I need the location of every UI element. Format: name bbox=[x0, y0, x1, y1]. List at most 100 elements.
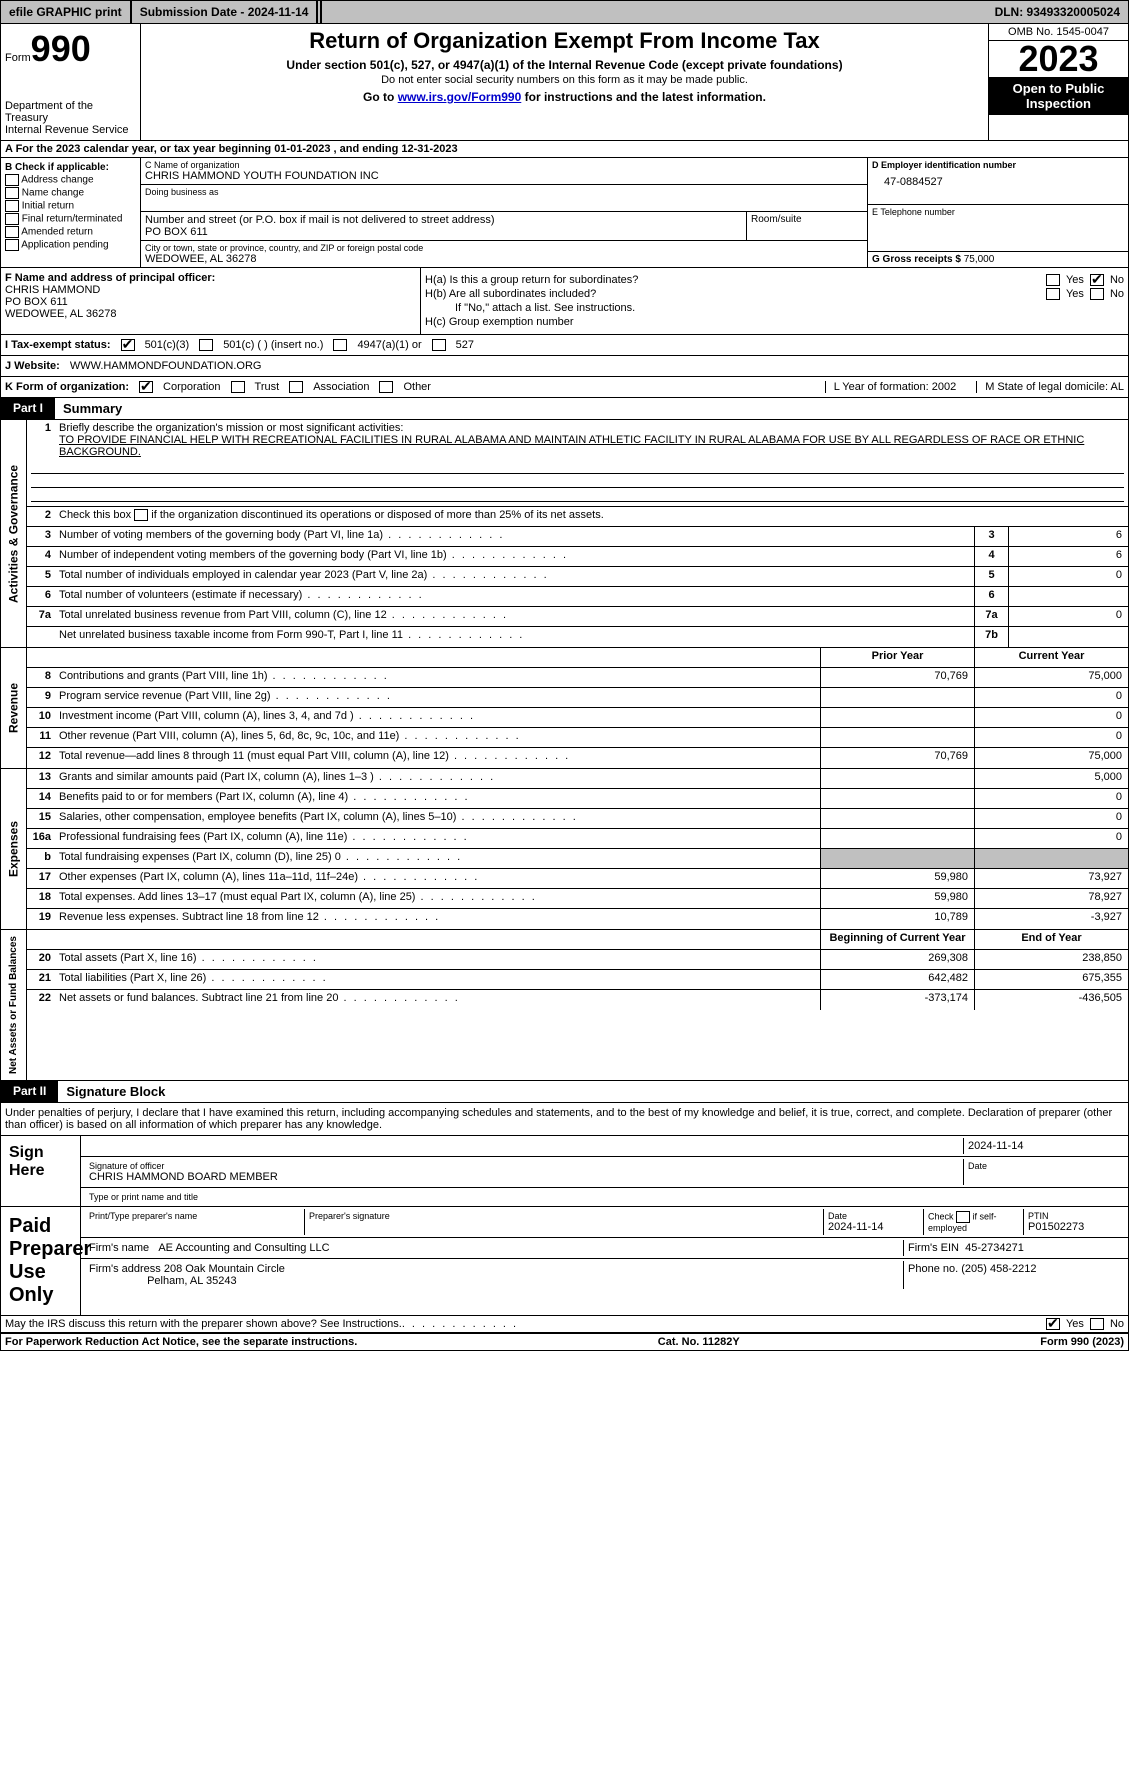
line-text: Revenue less expenses. Subtract line 18 … bbox=[55, 909, 820, 929]
hb-note: If "No," attach a list. See instructions… bbox=[425, 302, 1124, 314]
line-box-num: 4 bbox=[974, 547, 1008, 566]
line-num: 4 bbox=[27, 547, 55, 566]
line-box-num: 3 bbox=[974, 527, 1008, 546]
type-name-label: Type or print name and title bbox=[89, 1192, 1120, 1202]
form-year-block: OMB No. 1545-0047 2023 Open to Public In… bbox=[988, 24, 1128, 140]
summary-row: 4 Number of independent voting members o… bbox=[27, 547, 1128, 567]
chk-4947[interactable] bbox=[333, 339, 347, 351]
form-title: Return of Organization Exempt From Incom… bbox=[145, 28, 984, 54]
row-a-tax-year: A For the 2023 calendar year, or tax yea… bbox=[0, 141, 1129, 158]
line-num: 16a bbox=[27, 829, 55, 848]
prep-sig-label: Preparer's signature bbox=[309, 1211, 819, 1221]
summary-row: 13 Grants and similar amounts paid (Part… bbox=[27, 769, 1128, 789]
officer-signature-cell[interactable] bbox=[85, 1138, 964, 1154]
line-num: 9 bbox=[27, 688, 55, 707]
chk-application-pending[interactable]: Application pending bbox=[5, 239, 136, 251]
form-subtitle-2: Do not enter social security numbers on … bbox=[145, 74, 984, 86]
line-num bbox=[27, 627, 55, 647]
summary-row: Net unrelated business taxable income fr… bbox=[27, 627, 1128, 647]
chk-initial-return[interactable]: Initial return bbox=[5, 200, 136, 212]
part-1-title: Summary bbox=[55, 398, 130, 419]
firm-ein-label: Firm's EIN bbox=[908, 1242, 959, 1254]
form-subtitle-3: Go to www.irs.gov/Form990 for instructio… bbox=[145, 90, 984, 104]
firm-addr-label: Firm's address bbox=[89, 1263, 161, 1275]
line-text: Number of independent voting members of … bbox=[55, 547, 974, 566]
prior-year-val: 70,769 bbox=[820, 748, 974, 768]
summary-row: 15 Salaries, other compensation, employe… bbox=[27, 809, 1128, 829]
prep-date-label: Date bbox=[828, 1211, 919, 1221]
current-year-val: 73,927 bbox=[974, 869, 1128, 888]
line-num: 12 bbox=[27, 748, 55, 768]
may-discuss-text: May the IRS discuss this return with the… bbox=[5, 1318, 402, 1330]
ha-yes-checkbox[interactable] bbox=[1046, 274, 1060, 286]
chk-address-change[interactable]: Address change bbox=[5, 174, 136, 186]
ha-no-checkbox[interactable] bbox=[1090, 274, 1104, 286]
line-text: Total fundraising expenses (Part IX, col… bbox=[55, 849, 820, 868]
summary-activities-governance: Activities & Governance 1 Briefly descri… bbox=[0, 420, 1129, 648]
ein-label: D Employer identification number bbox=[872, 160, 1016, 170]
line-box-num: 5 bbox=[974, 567, 1008, 586]
line-2-num: 2 bbox=[27, 507, 55, 526]
prior-year-val bbox=[820, 849, 974, 868]
vtab-revenue: Revenue bbox=[1, 648, 27, 768]
firm-addr1: 208 Oak Mountain Circle bbox=[164, 1263, 285, 1275]
street-label: Number and street (or P.O. box if mail i… bbox=[145, 214, 742, 226]
officer-addr2: WEDOWEE, AL 36278 bbox=[5, 308, 116, 320]
hc-label: H(c) Group exemption number bbox=[425, 316, 1124, 328]
col-begin-year: Beginning of Current Year bbox=[820, 930, 974, 949]
efile-print-button[interactable]: efile GRAPHIC print bbox=[1, 1, 132, 23]
prior-year-val bbox=[820, 769, 974, 788]
col-current-year: Current Year bbox=[974, 648, 1128, 667]
line-1-num: 1 bbox=[27, 420, 55, 460]
chk-line-2[interactable] bbox=[134, 509, 148, 521]
prior-year-val: 59,980 bbox=[820, 889, 974, 908]
chk-name-change[interactable]: Name change bbox=[5, 187, 136, 199]
prior-year-val bbox=[820, 789, 974, 808]
summary-row: 12 Total revenue—add lines 8 through 11 … bbox=[27, 748, 1128, 768]
line-num: 19 bbox=[27, 909, 55, 929]
form-id-block: Form990 Department of the Treasury Inter… bbox=[1, 24, 141, 140]
prep-date: 2024-11-14 bbox=[828, 1221, 883, 1233]
current-year-val: 0 bbox=[974, 789, 1128, 808]
current-year-val: 0 bbox=[974, 809, 1128, 828]
irs-label: Internal Revenue Service bbox=[5, 124, 136, 136]
firm-addr2: Pelham, AL 35243 bbox=[147, 1275, 237, 1287]
officer-addr1: PO BOX 611 bbox=[5, 296, 68, 308]
may-no-checkbox[interactable] bbox=[1090, 1318, 1104, 1330]
current-year-val: 0 bbox=[974, 829, 1128, 848]
current-year-val: 0 bbox=[974, 708, 1128, 727]
form-footer-label: Form 990 (2023) bbox=[1040, 1336, 1124, 1348]
chk-final-return[interactable]: Final return/terminated bbox=[5, 213, 136, 225]
prior-year-val: 70,769 bbox=[820, 668, 974, 687]
irs-link[interactable]: www.irs.gov/Form990 bbox=[398, 90, 522, 104]
gross-receipts-value: 75,000 bbox=[964, 254, 995, 265]
chk-trust[interactable] bbox=[231, 381, 245, 393]
chk-501c3[interactable] bbox=[121, 339, 135, 351]
chk-corporation[interactable] bbox=[139, 381, 153, 393]
line-text: Contributions and grants (Part VIII, lin… bbox=[55, 668, 820, 687]
chk-self-employed[interactable] bbox=[956, 1211, 970, 1223]
box-c-through-g: C Name of organization CHRIS HAMMOND YOU… bbox=[141, 158, 1128, 267]
col-prior-year: Prior Year bbox=[820, 648, 974, 667]
line-text: Program service revenue (Part VIII, line… bbox=[55, 688, 820, 707]
hb-no-checkbox[interactable] bbox=[1090, 288, 1104, 300]
line-1-label: Briefly describe the organization's miss… bbox=[59, 422, 403, 434]
line-num: 6 bbox=[27, 587, 55, 606]
chk-501c[interactable] bbox=[199, 339, 213, 351]
ein-value: 47-0884527 bbox=[872, 170, 1124, 188]
org-name: CHRIS HAMMOND YOUTH FOUNDATION INC bbox=[145, 170, 863, 182]
chk-association[interactable] bbox=[289, 381, 303, 393]
city-label: City or town, state or province, country… bbox=[145, 243, 863, 253]
may-yes-checkbox[interactable] bbox=[1046, 1318, 1060, 1330]
current-year-val: -3,927 bbox=[974, 909, 1128, 929]
website-label: J Website: bbox=[5, 360, 60, 372]
chk-other[interactable] bbox=[379, 381, 393, 393]
prior-year-val: 269,308 bbox=[820, 950, 974, 969]
hb-yes-checkbox[interactable] bbox=[1046, 288, 1060, 300]
chk-amended-return[interactable]: Amended return bbox=[5, 226, 136, 238]
line-text: Other expenses (Part IX, column (A), lin… bbox=[55, 869, 820, 888]
chk-527[interactable] bbox=[432, 339, 446, 351]
summary-row: 17 Other expenses (Part IX, column (A), … bbox=[27, 869, 1128, 889]
open-to-public: Open to Public Inspection bbox=[989, 77, 1128, 115]
box-f-officer: F Name and address of principal officer:… bbox=[1, 268, 421, 334]
